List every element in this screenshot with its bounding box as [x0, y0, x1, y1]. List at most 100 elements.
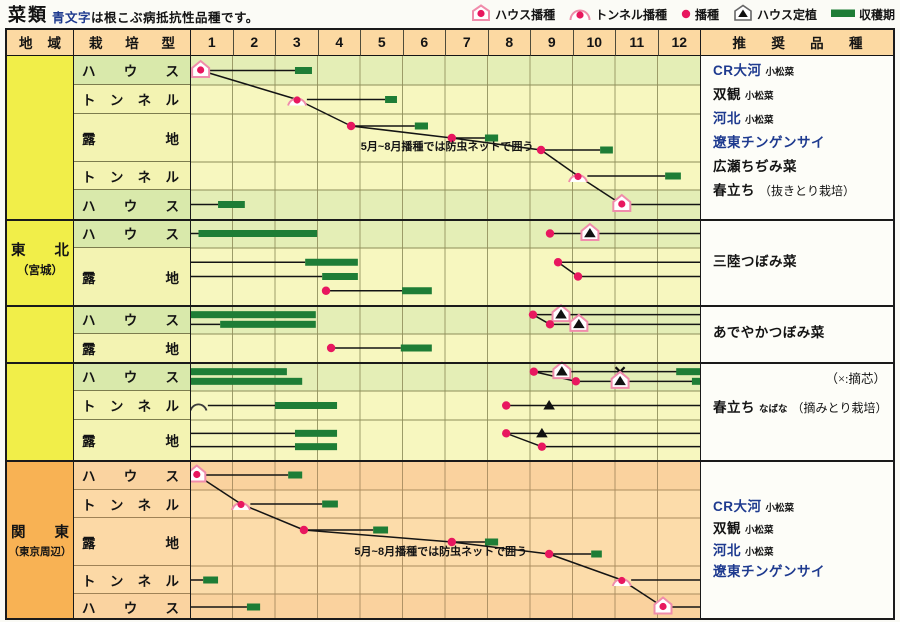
page-title: 菜類	[8, 5, 48, 25]
title-bar: 菜類 青文字は根こぶ病抵抗性品種です。 ハウス播種 トンネル播種 播種 ハウス定植 収穫…	[0, 0, 900, 28]
cultivation-type-label: トンネル	[82, 573, 179, 589]
cultivation-type-cell: ハウス	[73, 594, 190, 620]
cultivation-type-label: 露地	[82, 131, 179, 147]
cultivation-type-label: ハウス	[82, 198, 179, 214]
cultivation-type-cell: トンネル	[73, 566, 190, 594]
divider-region-type	[73, 28, 74, 620]
variety-entry: CR大河 小松菜	[713, 499, 894, 515]
cultivation-type-label: 露地	[82, 342, 179, 357]
region-paren-kanto: （東京周辺）	[8, 546, 72, 558]
cultivation-type-cell: トンネル	[73, 162, 190, 190]
cultivation-type-cell: 露地	[73, 518, 190, 566]
resistance-note: 青文字は根こぶ病抵抗性品種です。	[52, 7, 259, 26]
house-plant-icon	[732, 4, 754, 25]
variety-crop-type: 小松菜	[745, 524, 774, 536]
legend-item: 播種	[680, 4, 719, 25]
variety-entry: 広瀬ちぢみ菜	[713, 159, 894, 175]
cultivation-type-label: ハウス	[82, 601, 179, 616]
variety-name: 春立ち	[713, 400, 755, 415]
variety-name: 春立ち	[713, 183, 755, 199]
month-header-cell: 4	[317, 28, 360, 56]
month-header-cell: 9	[530, 28, 573, 56]
group-boundary-line	[5, 305, 895, 307]
cultivation-type-label: ハウス	[82, 468, 179, 484]
region-paren-tohoku: （宮城）	[17, 264, 63, 277]
variety-group: 三陸つぼみ菜	[700, 219, 894, 305]
variety-entry: 春立ち なばな （摘みとり栽培）	[713, 400, 894, 416]
region-cell-kanto: 関東 （東京周辺）	[7, 460, 73, 620]
month-header-cell: 7	[445, 28, 488, 56]
cultivation-type-cell: ハウス	[73, 219, 190, 248]
month-header-cell: 8	[487, 28, 530, 56]
month-header-cell: 5	[360, 28, 403, 56]
region-name-kanto: 関東	[11, 525, 69, 541]
cultivation-type-cell: トンネル	[73, 490, 190, 518]
cultivation-type-label: 露地	[82, 535, 179, 551]
group-boundary-line	[5, 460, 895, 462]
resistance-note-blue: 青文字	[52, 11, 92, 25]
legend-item: ハウス播種	[470, 4, 555, 25]
variety-name: 遼東チンゲンサイ	[713, 135, 825, 151]
variety-entry: 河北 小松菜	[713, 111, 894, 127]
cultivation-type-label: ハウス	[82, 370, 179, 385]
variety-group: CR大河 小松菜 双観 小松菜 河北 小松菜 遼東チンゲンサイ	[700, 460, 894, 620]
variety-crop-type: 小松菜	[765, 502, 795, 514]
variety-crop-type: 小松菜	[765, 67, 795, 78]
cultivation-type-label: トンネル	[82, 497, 179, 513]
pinching-note: （×:摘芯）	[825, 372, 886, 386]
variety-method: （抜きとり栽培）	[759, 184, 856, 199]
month-header-cell: 3	[275, 28, 318, 56]
cultivation-type-label: 露地	[82, 270, 179, 286]
legend-label: ハウス定植	[756, 8, 817, 22]
month-header-cell: 11	[615, 28, 658, 56]
cultivation-type-cell: 露地	[73, 248, 190, 305]
sow-icon	[680, 4, 692, 25]
variety-name: 三陸つぼみ菜	[713, 253, 797, 269]
header-recommended-varieties: 推奨品種	[700, 28, 894, 56]
legend-item: 収穫期	[830, 6, 895, 23]
variety-entry: あでやかつぼみ菜	[713, 325, 894, 341]
variety-entry: 遼東チンゲンサイ	[713, 564, 894, 580]
cultivation-type-cell: ハウス	[73, 190, 190, 219]
variety-name: あでやかつぼみ菜	[713, 325, 825, 341]
header-region: 地域	[7, 28, 73, 56]
cultivation-type-cell: 露地	[73, 334, 190, 362]
month-header-cell: 1	[190, 28, 233, 56]
variety-name: 遼東チンゲンサイ	[713, 564, 825, 580]
variety-name: 双観	[713, 520, 741, 536]
region-cell-tohoku: 東北 （宮城）	[7, 56, 73, 460]
variety-entry: 双観 小松菜	[713, 87, 894, 103]
house-sow-icon	[470, 4, 492, 25]
variety-name: CR大河	[713, 63, 762, 78]
divider-chart-varieties	[700, 28, 701, 620]
cultivation-type-label: トンネル	[82, 93, 179, 108]
group-boundary-line	[5, 219, 895, 221]
cultivation-type-cell: ハウス	[73, 305, 190, 334]
chart-note: 5月~8月播種では防虫ネットで囲う	[354, 544, 527, 558]
variety-crop-type: 小松菜	[745, 546, 774, 558]
cultivation-type-label: ハウス	[82, 227, 179, 242]
cultivation-type-label: トンネル	[82, 399, 179, 414]
group-boundary-line	[5, 362, 895, 364]
legend-label: トンネル播種	[595, 8, 667, 22]
variety-entry: 河北 小松菜	[713, 543, 894, 559]
cultivation-type-label: ハウス	[82, 64, 179, 79]
month-header-cell: 12	[657, 28, 700, 56]
legend-label: 収穫期	[858, 8, 895, 22]
variety-entry: 三陸つぼみ菜	[713, 253, 894, 270]
cultivation-type-cell: トンネル	[73, 391, 190, 420]
variety-name: 広瀬ちぢみ菜	[713, 159, 797, 175]
divider-type-chart	[190, 28, 191, 620]
variety-entry: 遼東チンゲンサイ	[713, 135, 894, 151]
cultivation-type-cell: ハウス	[73, 56, 190, 85]
variety-category: なばな	[759, 404, 788, 415]
timeline-svg: 5月~8月播種では防虫ネットで囲う 5月~8月播種では防虫ネットで囲う	[190, 56, 700, 620]
variety-group: あでやかつぼみ菜	[700, 305, 894, 362]
legend-label: 播種	[694, 8, 719, 22]
harvest-bar-icon	[830, 6, 856, 23]
month-header-cell: 6	[402, 28, 445, 56]
cultivation-type-cell: トンネル	[73, 85, 190, 114]
variety-entry: CR大河 小松菜	[713, 63, 894, 79]
resistance-note-rest: は根こぶ病抵抗性品種です。	[91, 11, 259, 25]
